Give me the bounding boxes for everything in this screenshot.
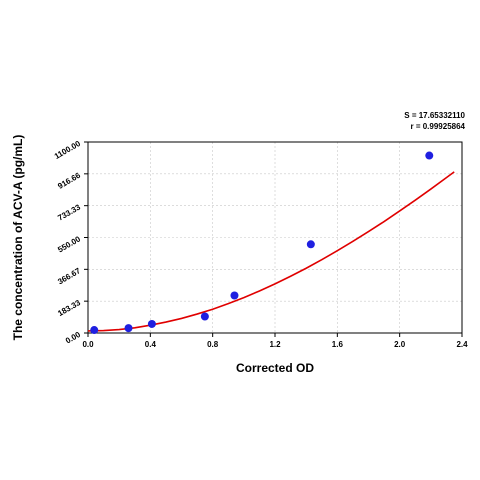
data-point — [306, 240, 315, 249]
data-point — [124, 324, 133, 333]
x-tick-label: 2.0 — [394, 340, 406, 349]
x-tick-label: 0.8 — [207, 340, 219, 349]
x-tick-label: 1.2 — [269, 340, 281, 349]
data-point — [147, 319, 156, 328]
y-tick-label: 916.66 — [56, 170, 82, 190]
y-axis: 0.00 183.33 366.67 550.00 733.33 916.66 1100.0… — [53, 139, 88, 346]
y-tick-label: 1100.00 — [53, 139, 83, 161]
grid-lines — [88, 142, 462, 333]
x-tick-label: 2.4 — [456, 340, 468, 349]
y-tick-label: 0.00 — [64, 330, 82, 346]
fit-curve — [87, 171, 455, 332]
x-axis: 0.0 0.4 0.8 1.2 1.6 2.0 2.4 — [82, 333, 468, 349]
y-axis-title: The concentration of ACV-A (pg/mL) — [11, 135, 25, 341]
x-axis-title: Corrected OD — [236, 361, 314, 375]
x-tick-label: 0.4 — [145, 340, 157, 349]
y-tick-label: 550.00 — [56, 234, 82, 254]
data-point — [425, 151, 434, 160]
s-statistic: S = 17.65332110 — [404, 111, 465, 120]
data-point — [200, 312, 209, 321]
r-statistic: r = 0.99925864 — [410, 122, 466, 131]
data-point — [90, 326, 99, 335]
data-points — [90, 151, 434, 335]
y-tick-label: 183.33 — [56, 298, 82, 318]
y-tick-label: 366.67 — [56, 266, 82, 286]
x-tick-label: 1.6 — [332, 340, 344, 349]
y-tick-label: 733.33 — [56, 202, 82, 222]
x-tick-label: 0.0 — [82, 340, 94, 349]
data-point — [230, 291, 239, 300]
